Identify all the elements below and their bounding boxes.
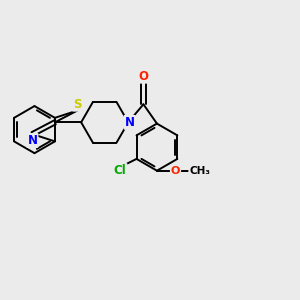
Text: O: O	[171, 166, 180, 176]
Text: S: S	[73, 98, 82, 111]
Text: N: N	[28, 134, 38, 147]
Text: Cl: Cl	[114, 164, 127, 177]
Text: CH₃: CH₃	[189, 166, 210, 176]
Text: O: O	[138, 70, 148, 83]
Text: N: N	[124, 116, 135, 129]
